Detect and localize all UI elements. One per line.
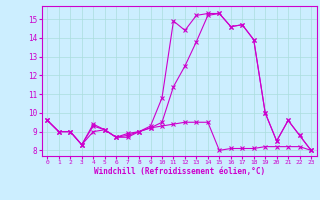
X-axis label: Windchill (Refroidissement éolien,°C): Windchill (Refroidissement éolien,°C) — [94, 167, 265, 176]
